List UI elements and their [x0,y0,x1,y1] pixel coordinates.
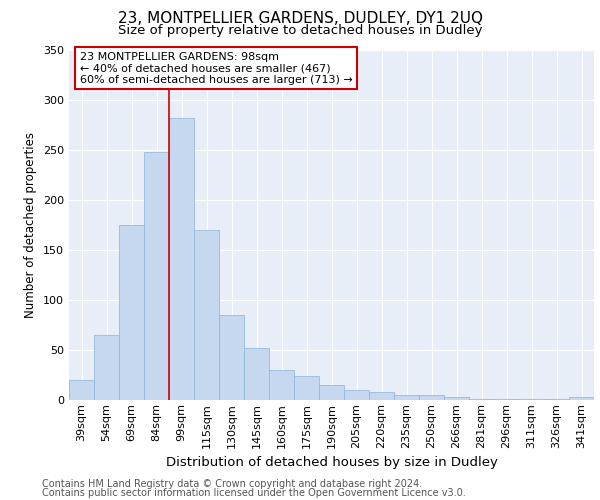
Bar [69,380,94,400]
Bar [344,390,369,400]
Bar [394,395,419,400]
Bar [469,399,494,400]
Bar [144,152,169,400]
Bar [494,399,519,400]
Bar [444,397,469,400]
Bar [94,335,119,400]
Bar [294,376,319,400]
Bar [419,395,444,400]
X-axis label: Distribution of detached houses by size in Dudley: Distribution of detached houses by size … [166,456,497,469]
Bar [269,370,294,400]
Bar [244,348,269,400]
Bar [219,315,244,400]
Bar [319,385,344,400]
Bar [169,118,194,400]
Bar [519,399,544,400]
Y-axis label: Number of detached properties: Number of detached properties [25,132,37,318]
Text: Contains HM Land Registry data © Crown copyright and database right 2024.: Contains HM Land Registry data © Crown c… [42,479,422,489]
Bar [119,225,144,400]
Text: 23 MONTPELLIER GARDENS: 98sqm
← 40% of detached houses are smaller (467)
60% of : 23 MONTPELLIER GARDENS: 98sqm ← 40% of d… [79,52,352,85]
Bar [544,399,569,400]
Bar [369,392,394,400]
Text: Contains public sector information licensed under the Open Government Licence v3: Contains public sector information licen… [42,488,466,498]
Bar [194,230,219,400]
Bar [569,397,594,400]
Text: Size of property relative to detached houses in Dudley: Size of property relative to detached ho… [118,24,482,37]
Text: 23, MONTPELLIER GARDENS, DUDLEY, DY1 2UQ: 23, MONTPELLIER GARDENS, DUDLEY, DY1 2UQ [118,11,482,26]
